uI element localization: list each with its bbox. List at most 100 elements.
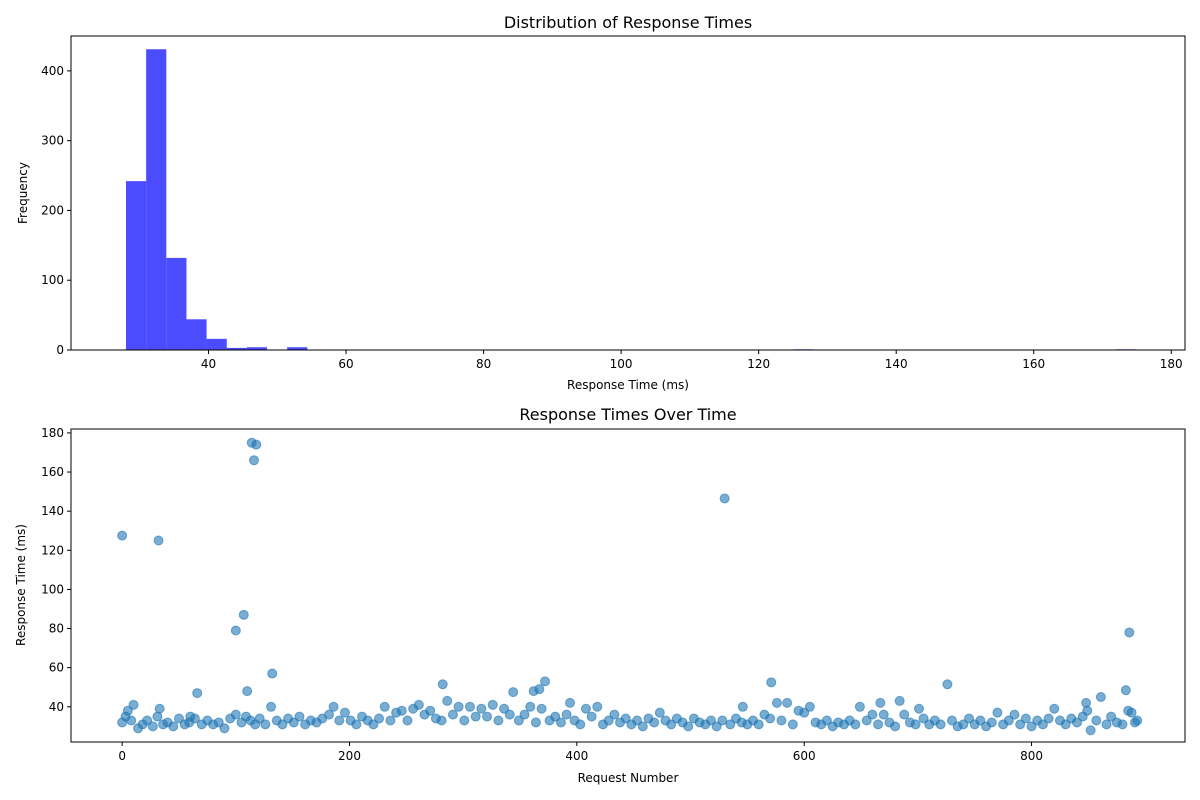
scatter-x-tick-label: 0 bbox=[118, 749, 126, 763]
scatter-point bbox=[152, 711, 163, 722]
histogram-bar bbox=[287, 347, 308, 350]
histogram-x-tick-label: 160 bbox=[1022, 357, 1045, 371]
scatter-point bbox=[534, 684, 545, 695]
histogram-x-axis-label: Response Time (ms) bbox=[567, 378, 689, 392]
scatter-point bbox=[1085, 725, 1096, 736]
scatter-point bbox=[986, 717, 997, 728]
scatter-point bbox=[374, 713, 385, 724]
scatter-point bbox=[324, 709, 335, 720]
histogram-y-tick-label: 400 bbox=[41, 64, 64, 78]
scatter-point bbox=[637, 721, 648, 732]
scatter-point bbox=[753, 719, 764, 730]
scatter-point bbox=[442, 695, 453, 706]
histogram-y-tick-label: 300 bbox=[41, 134, 64, 148]
scatter-point bbox=[525, 701, 536, 712]
scatter-x-tick-label: 600 bbox=[793, 749, 816, 763]
scatter-point bbox=[1020, 713, 1031, 724]
scatter-point bbox=[799, 707, 810, 718]
scatter-x-tick-label: 400 bbox=[565, 749, 588, 763]
scatter-point bbox=[238, 609, 249, 620]
scatter-y-ticks: 40 60 80 100 120 140 160 180 bbox=[41, 426, 71, 714]
scatter-y-tick-label: 120 bbox=[41, 543, 64, 557]
scatter-point bbox=[379, 701, 390, 712]
scatter-point bbox=[147, 721, 158, 732]
scatter-point bbox=[867, 709, 878, 720]
scatter-point bbox=[436, 715, 447, 726]
scatter-axes-frame bbox=[70, 428, 1186, 743]
scatter-point bbox=[1120, 685, 1131, 696]
histogram-y-axis-label: Frequency bbox=[16, 162, 30, 224]
scatter-point bbox=[1091, 715, 1102, 726]
scatter-point bbox=[476, 703, 487, 714]
scatter-point bbox=[487, 699, 498, 710]
scatter-point bbox=[493, 715, 504, 726]
histogram-x-tick-label: 60 bbox=[338, 357, 353, 371]
histogram-bars bbox=[126, 49, 1137, 351]
scatter-x-tick-label: 800 bbox=[1020, 749, 1043, 763]
scatter-point bbox=[328, 701, 339, 712]
histogram-y-tick-label: 100 bbox=[41, 273, 64, 287]
scatter-point bbox=[230, 625, 241, 636]
scatter-point bbox=[850, 719, 861, 730]
scatter-point bbox=[385, 715, 396, 726]
scatter-point bbox=[1043, 713, 1054, 724]
scatter-point bbox=[771, 697, 782, 708]
scatter-point bbox=[437, 679, 448, 690]
scatter-y-tick-label: 160 bbox=[41, 465, 64, 479]
histogram-bar bbox=[206, 338, 227, 350]
scatter-point bbox=[1049, 703, 1060, 714]
histogram-bar bbox=[166, 257, 187, 350]
scatter-point bbox=[267, 668, 278, 679]
scatter-point bbox=[540, 676, 551, 687]
scatter-point bbox=[935, 719, 946, 730]
scatter-point bbox=[719, 493, 730, 504]
scatter-point bbox=[168, 721, 179, 732]
histogram-x-tick-label: 80 bbox=[476, 357, 491, 371]
scatter-point bbox=[189, 713, 200, 724]
scatter-y-tick-label: 40 bbox=[49, 700, 64, 714]
scatter-point bbox=[470, 711, 481, 722]
scatter-point bbox=[242, 686, 253, 697]
scatter-point bbox=[1101, 719, 1112, 730]
scatter-point bbox=[230, 709, 241, 720]
scatter-point bbox=[992, 707, 1003, 718]
scatter-point bbox=[717, 715, 728, 726]
scatter-point bbox=[339, 707, 350, 718]
scatter-point bbox=[447, 709, 458, 720]
scatter-point bbox=[654, 707, 665, 718]
histogram-bar bbox=[146, 49, 167, 350]
scatter-point bbox=[873, 719, 884, 730]
scatter-point bbox=[508, 687, 519, 698]
scatter-point bbox=[1132, 715, 1143, 726]
scatter-point bbox=[402, 715, 413, 726]
scatter-point bbox=[878, 709, 889, 720]
scatter-point bbox=[1124, 627, 1135, 638]
scatter-point bbox=[1077, 711, 1088, 722]
histogram-x-tick-label: 180 bbox=[1160, 357, 1183, 371]
scatter-points bbox=[117, 437, 1143, 736]
histogram-axes-frame bbox=[70, 35, 1186, 351]
scatter-point bbox=[530, 717, 541, 728]
scatter-point bbox=[260, 719, 271, 730]
scatter-point bbox=[575, 719, 586, 730]
scatter-point bbox=[1126, 707, 1137, 718]
scatter-point bbox=[787, 719, 798, 730]
scatter-point bbox=[504, 709, 515, 720]
histogram-title: Distribution of Response Times bbox=[504, 13, 752, 32]
scatter-point bbox=[1117, 719, 1128, 730]
scatter-x-tick-label: 200 bbox=[338, 749, 361, 763]
scatter-x-ticks: 0 200 400 600 800 bbox=[118, 742, 1043, 763]
scatter-point bbox=[766, 677, 777, 688]
scatter-point bbox=[914, 703, 925, 714]
scatter-point bbox=[854, 701, 865, 712]
scatter-point bbox=[126, 715, 137, 726]
scatter-point bbox=[453, 701, 464, 712]
scatter-point bbox=[765, 713, 776, 724]
scatter-point bbox=[592, 701, 603, 712]
scatter-point bbox=[875, 697, 886, 708]
histogram-panel: Distribution of Response Times 40 60 80 100… bbox=[16, 13, 1186, 392]
histogram-x-tick-label: 120 bbox=[747, 357, 770, 371]
scatter-y-tick-label: 180 bbox=[41, 426, 64, 440]
histogram-bar bbox=[246, 347, 268, 350]
